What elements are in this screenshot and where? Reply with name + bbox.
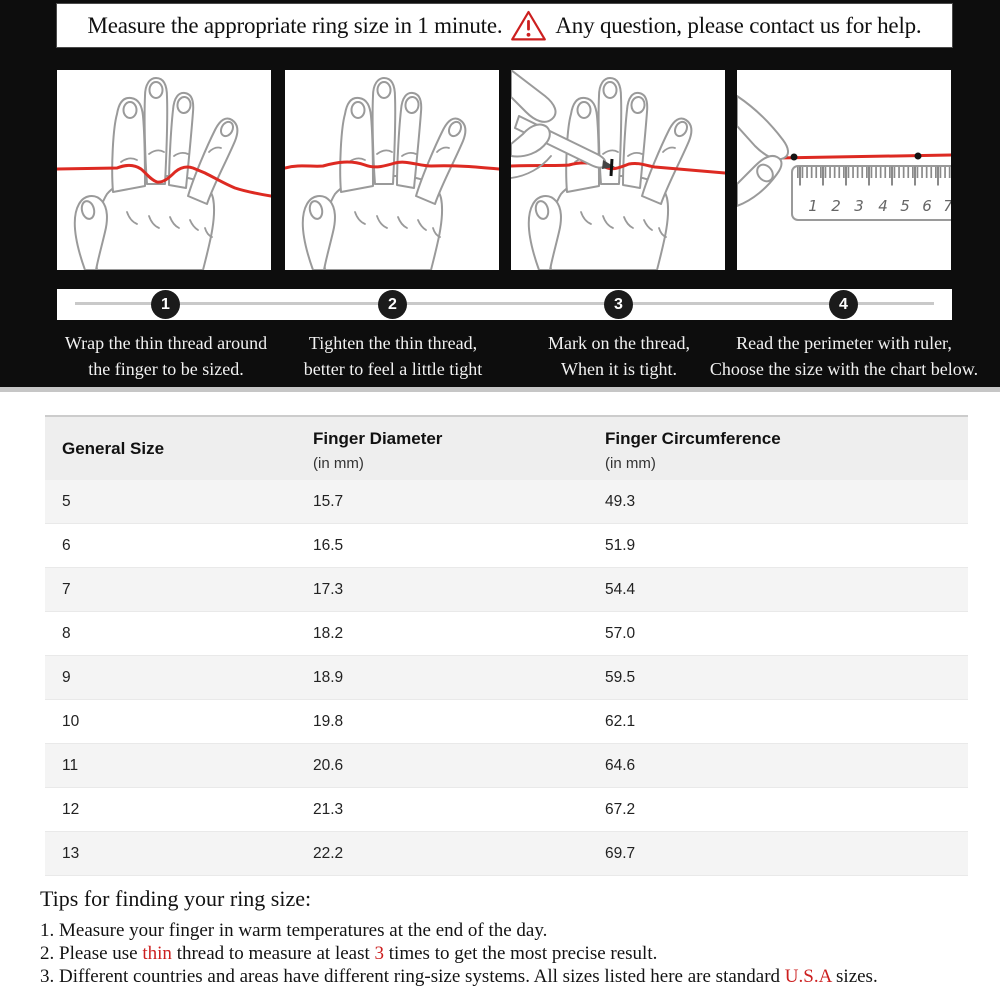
- ruler-number: 3: [854, 197, 864, 215]
- hand-mark-thread-illustration: [511, 70, 725, 270]
- highlight-3: 3: [374, 943, 385, 964]
- ruler-number: 5: [900, 197, 910, 215]
- step2-illustration: [285, 70, 499, 270]
- step3-illustration: [511, 70, 725, 270]
- ruler-number: 4: [878, 197, 888, 215]
- instruction-banner: Measure the appropriate ring size in 1 m…: [0, 0, 1000, 392]
- tip-item-2: 2. Please use thin thread to measure at …: [40, 943, 658, 964]
- header-general-size: General Size: [62, 439, 165, 458]
- header-finger-diameter: Finger Diameter (in mm): [313, 429, 443, 472]
- header-finger-circumference: Finger Circumference (in mm): [605, 429, 781, 472]
- highlight-usa: U.S.A: [784, 966, 832, 987]
- step-connector-line: [75, 302, 934, 305]
- ruler-number: 2: [831, 197, 841, 215]
- step1-illustration: [57, 70, 271, 270]
- step4-illustration: 1 2 3 4 5 6 7: [737, 70, 951, 270]
- step-badge-3: 3: [604, 290, 633, 319]
- step-badge-2: 2: [378, 290, 407, 319]
- tips-heading: Tips for finding your ring size:: [40, 886, 312, 911]
- tip-item-1: 1. Measure your finger in warm temperatu…: [40, 920, 548, 941]
- tip-item-3: 3. Different countries and areas have di…: [40, 966, 878, 987]
- table-row: 11 20.6 64.6: [45, 744, 968, 788]
- table-row: 6 16.5 51.9: [45, 524, 968, 568]
- table-row: 12 21.3 67.2: [45, 788, 968, 832]
- ring-size-table: General Size Finger Diameter (in mm) Fin…: [45, 415, 968, 876]
- step-progress-bar: 1 2 3 4: [57, 289, 952, 320]
- table-row: 13 22.2 69.7: [45, 832, 968, 876]
- table-header-row: General Size Finger Diameter (in mm) Fin…: [45, 415, 968, 480]
- ruler-measure-illustration: 1 2 3 4 5 6 7: [737, 95, 951, 221]
- banner-title: Measure the appropriate ring size in 1 m…: [56, 3, 953, 48]
- step2-caption: Tighten the thin thread, better to feel …: [303, 333, 483, 379]
- tips-section: Tips for finding your ring size: 1. Meas…: [40, 886, 878, 988]
- step-badge-1: 1: [151, 290, 180, 319]
- table-row: 7 17.3 54.4: [45, 568, 968, 612]
- table-row: 10 19.8 62.1: [45, 700, 968, 744]
- table-row: 8 18.2 57.0: [45, 612, 968, 656]
- table-row: 9 18.9 59.5: [45, 656, 968, 700]
- section-divider: [0, 387, 1000, 392]
- banner-title-text-right: Any question, please contact us for help…: [555, 12, 922, 38]
- warning-triangle-icon: [510, 9, 547, 42]
- ruler-number: 6: [922, 197, 932, 215]
- step4-caption: Read the perimeter with ruler, Choose th…: [709, 333, 979, 379]
- hand-tighten-thread-illustration: [285, 77, 499, 270]
- table-row: 5 15.7 49.3: [45, 480, 968, 524]
- hand-wrap-thread-illustration: [57, 77, 271, 270]
- step3-caption: Mark on the thread, When it is tight.: [548, 333, 690, 379]
- ruler-number: 7: [943, 197, 951, 215]
- highlight-thin: thin: [142, 943, 172, 964]
- banner-title-text-left: Measure the appropriate ring size in 1 m…: [87, 12, 503, 38]
- step-badge-4: 4: [829, 290, 858, 319]
- ruler-number: 1: [808, 197, 818, 215]
- step1-caption: Wrap the thin thread around the finger t…: [64, 333, 268, 379]
